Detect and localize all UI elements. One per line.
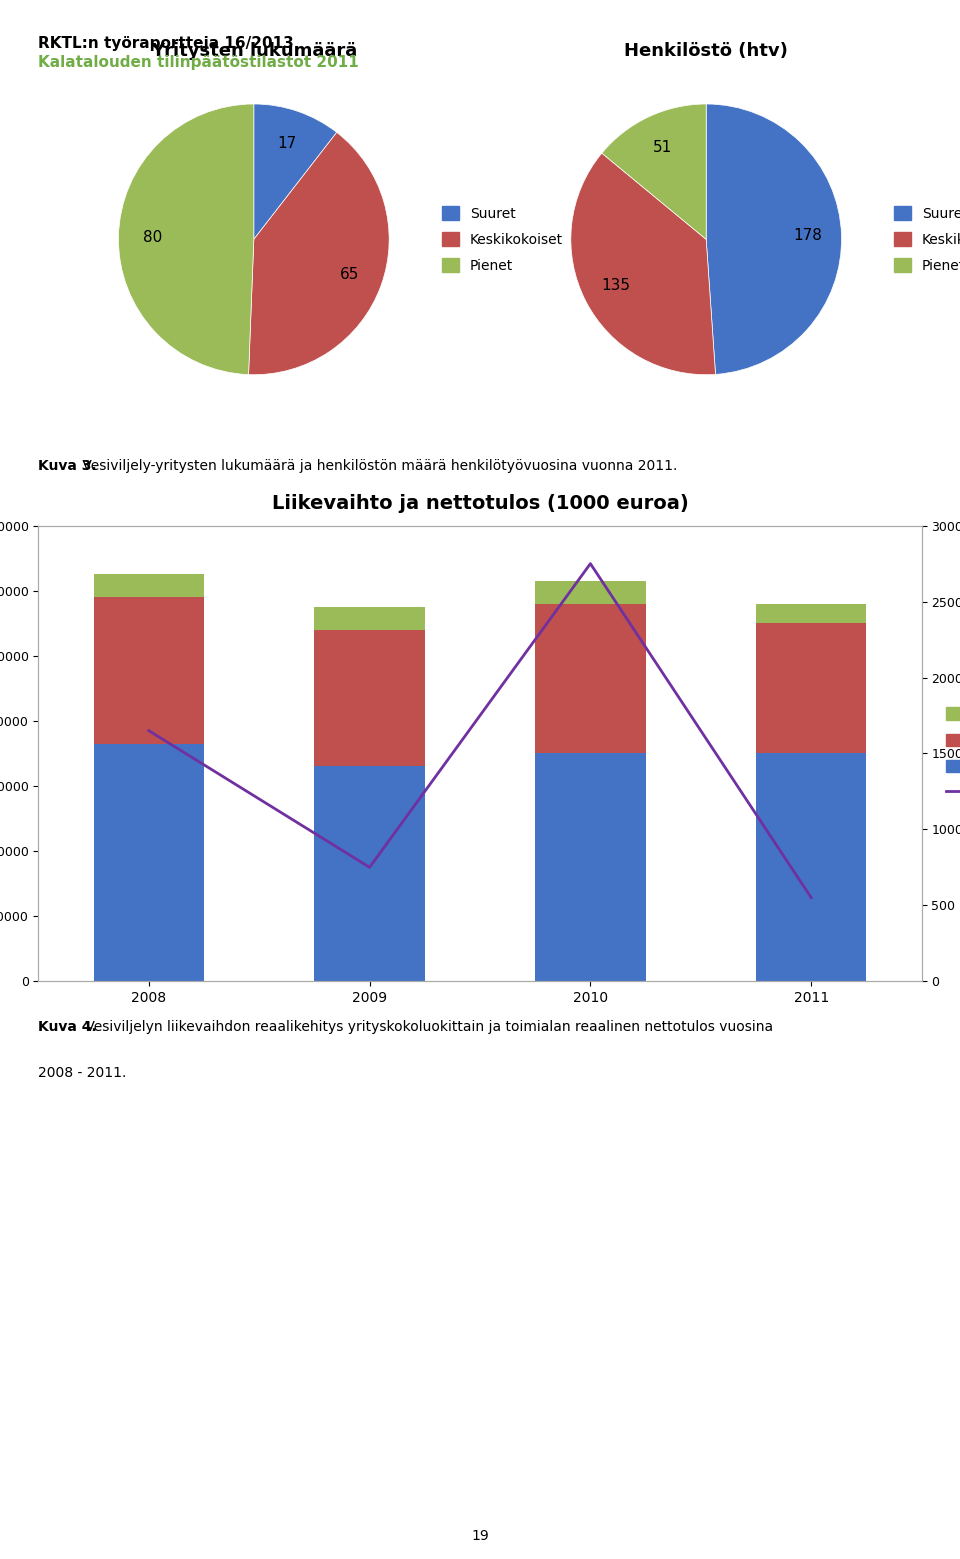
Text: 135: 135 <box>601 278 631 293</box>
Bar <box>536 582 645 603</box>
Nettotulos yht <box>364 857 375 876</box>
Legend: Pienet, Keskikokoiset, Suuret, Nettotulos yht: Pienet, Keskikokoiset, Suuret, Nettotulo… <box>942 703 960 804</box>
Text: 2008 - 2011.: 2008 - 2011. <box>38 1066 127 1080</box>
Text: Kuva 4.: Kuva 4. <box>38 1020 97 1034</box>
Bar <box>756 753 866 981</box>
Text: 80: 80 <box>143 229 162 245</box>
Text: Vesiviljelyn liikevaihdon reaalikehitys yrityskokoluokittain ja toimialan reaali: Vesiviljelyn liikevaihdon reaalikehitys … <box>81 1020 773 1034</box>
Bar <box>315 630 425 767</box>
Bar <box>536 753 645 981</box>
Nettotulos yht <box>805 889 817 907</box>
Bar <box>756 624 866 753</box>
Text: 19: 19 <box>471 1529 489 1543</box>
Wedge shape <box>571 153 715 374</box>
Wedge shape <box>118 104 253 374</box>
Bar <box>94 744 204 981</box>
Title: Henkilöstö (htv): Henkilöstö (htv) <box>624 42 788 61</box>
Bar <box>315 606 425 630</box>
Bar <box>536 603 645 753</box>
Text: Kalatalouden tilinpäätöstilastot 2011: Kalatalouden tilinpäätöstilastot 2011 <box>38 55 359 70</box>
Text: RKTL:n työraportteja 16/2013: RKTL:n työraportteja 16/2013 <box>38 36 294 51</box>
Wedge shape <box>707 104 842 374</box>
Bar <box>315 767 425 981</box>
Text: Kuva 3.: Kuva 3. <box>38 460 97 474</box>
Nettotulos yht <box>585 555 596 574</box>
Nettotulos yht <box>143 722 155 741</box>
Text: Vesiviljely-yritysten lukumäärä ja henkilöstön määrä henkilötyövuosina vuonna 20: Vesiviljely-yritysten lukumäärä ja henki… <box>78 460 678 474</box>
Legend: Suuret, Keskikokoiset, Pienet: Suuret, Keskikokoiset, Pienet <box>437 201 568 278</box>
Wedge shape <box>249 133 389 374</box>
Text: 178: 178 <box>793 228 822 243</box>
Text: 65: 65 <box>340 267 359 282</box>
Text: 51: 51 <box>654 140 673 154</box>
Title: Liikevaihto ja nettotulos (1000 euroa): Liikevaihto ja nettotulos (1000 euroa) <box>272 494 688 513</box>
Title: Yritysten lukumäärä: Yritysten lukumäärä <box>151 42 357 61</box>
Line: Nettotulos yht: Nettotulos yht <box>149 564 811 898</box>
Wedge shape <box>602 104 707 240</box>
Bar <box>94 597 204 744</box>
Bar <box>756 603 866 624</box>
Wedge shape <box>253 104 337 240</box>
Legend: Suuret, Keskikokoiset, Pienet: Suuret, Keskikokoiset, Pienet <box>889 201 960 278</box>
Text: 17: 17 <box>277 136 297 151</box>
Bar <box>94 574 204 597</box>
